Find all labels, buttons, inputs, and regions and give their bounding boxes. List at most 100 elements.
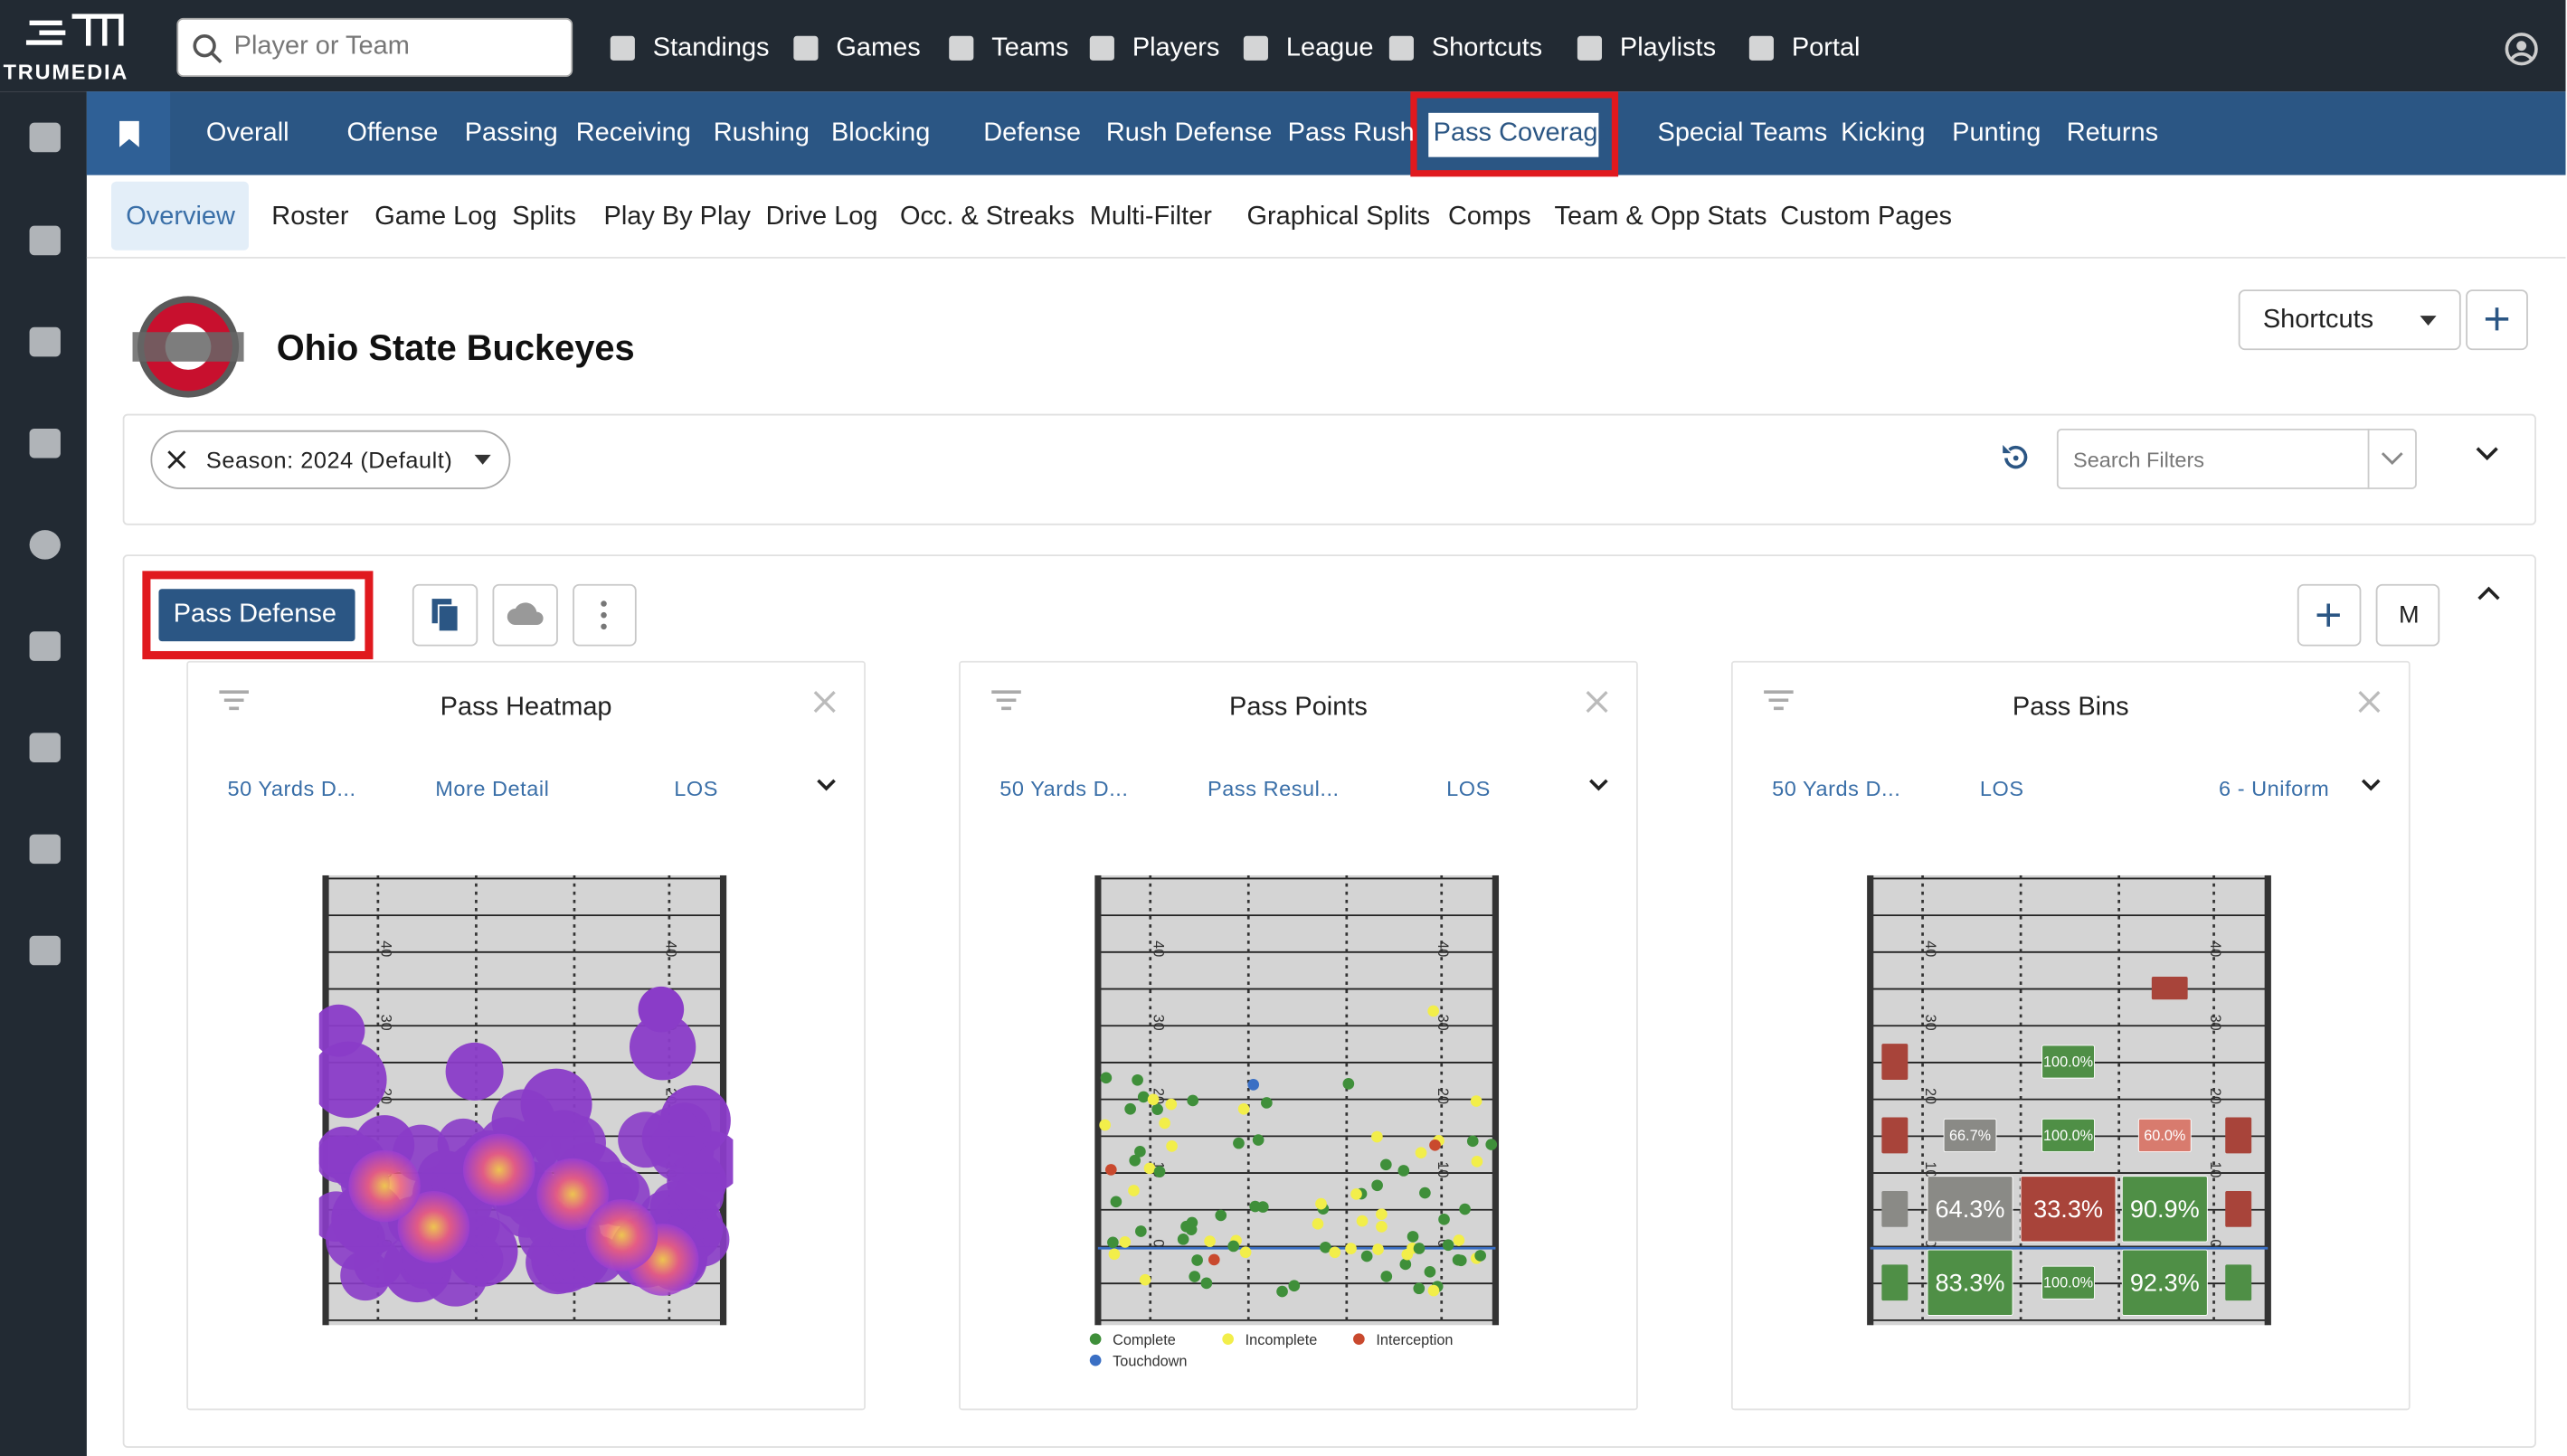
panel-option[interactable]: 50 Yards D... [227,776,356,801]
sidebar-icon[interactable] [29,122,61,153]
nav-icon [1089,35,1114,61]
chevron[interactable] [2474,445,2500,461]
tab[interactable]: Rush Defense [1105,119,1273,147]
subtab[interactable]: Custom Pages [1780,203,1953,232]
sidebar-icon[interactable] [29,834,61,865]
chevron-up[interactable] [2476,586,2502,602]
heat-spot [536,1158,609,1231]
nav-icon [1748,35,1774,61]
nav-item[interactable]: Standings [652,33,770,62]
panel-option[interactable]: 6 - Uniform [2219,776,2330,801]
tab[interactable]: Rushing [713,119,810,147]
pass-point [1342,1078,1355,1090]
tab[interactable]: Overall [205,119,289,147]
yard-label: 40 [1150,941,1166,957]
pass-point [1249,1200,1262,1213]
sidebar-icon[interactable] [29,631,61,661]
subtab[interactable]: Occ. & Streaks [899,203,1075,232]
bin [2225,1190,2252,1227]
sidebar-icon[interactable] [29,428,61,459]
nav-item[interactable]: League [1285,33,1374,62]
tab[interactable]: Passing [464,119,558,147]
panel-option[interactable]: LOS [1979,776,2024,801]
pass-point [1191,1254,1203,1266]
sidebar-icon[interactable] [29,733,61,762]
team-name: Ohio State Buckeyes [276,326,635,369]
active-tab-bg [1428,112,1599,157]
nav-item[interactable]: Playlists [1619,33,1717,62]
tab[interactable]: Pass Coverage [1433,119,1613,147]
subtab[interactable]: Team & Opp Stats [1554,203,1767,232]
tab[interactable]: Kicking [1841,119,1926,147]
user-icon[interactable] [2504,31,2540,67]
nav-item[interactable]: Players [1132,33,1220,62]
heat-blob [638,986,685,1033]
subtab[interactable]: Graphical Splits [1246,203,1431,232]
panel-option[interactable]: LOS [674,776,719,801]
pass-point [1139,1273,1151,1286]
subtab[interactable]: Drive Log [765,203,878,232]
reset-icon[interactable] [1998,440,2034,477]
nav-item[interactable]: Portal [1791,33,1861,62]
close-icon [2358,691,2381,714]
bin [2121,1176,2208,1243]
nav-item[interactable]: Games [836,33,921,62]
bin [2041,1045,2095,1079]
pass-point [1147,1093,1160,1106]
panel-option[interactable]: More Detail [435,776,550,801]
active-subtab-bg [111,181,249,251]
more-icon [601,600,607,630]
subtab[interactable]: Splits [512,203,576,232]
sidebar-icon[interactable] [29,326,61,357]
shortcuts-button[interactable] [2238,289,2461,351]
sidebar-icon[interactable] [29,225,61,256]
chip-close[interactable] [167,449,187,469]
pass-point [1471,1156,1483,1168]
sidebar-icon[interactable] [29,530,61,560]
bin-label: 100.0% [2043,1128,2093,1144]
pass-defense-button[interactable] [158,589,355,642]
legend-label: Interception [1376,1331,1454,1348]
heat-blob [318,1041,387,1119]
nav-item[interactable]: Teams [991,33,1069,62]
tab[interactable]: Pass Rush [1287,119,1415,147]
legend-swatch [1353,1333,1365,1345]
panel-title: Pass Bins [2012,694,2129,722]
subtab[interactable]: Comps [1447,203,1531,232]
panel-option[interactable]: 50 Yards D... [1772,776,1901,801]
season-chip[interactable] [150,430,511,489]
pass-point [1438,1213,1450,1225]
sidebar-icon[interactable] [29,935,61,966]
panel-option[interactable]: 50 Yards D... [999,776,1129,801]
m-button[interactable] [2375,583,2440,647]
pass-point [1442,1239,1454,1252]
search-box[interactable] [176,17,573,78]
nav-icon [1243,35,1268,61]
heat-spot [462,1133,535,1206]
bin [1927,1176,2013,1243]
tab[interactable]: Punting [1952,119,2041,147]
heat-blob [445,1042,504,1101]
panel-option[interactable]: LOS [1446,776,1491,801]
tab[interactable]: Defense [983,119,1082,147]
tab[interactable]: Returns [2066,119,2159,147]
tab[interactable]: Offense [346,119,439,147]
subtab[interactable]: Game Log [374,203,497,232]
panel-option[interactable]: Pass Resul... [1208,776,1340,801]
season-label: Season: 2024 (Default) [205,446,453,473]
nav-item[interactable]: Shortcuts [1431,33,1543,62]
chevron [817,779,836,791]
pass-point [1200,1277,1213,1290]
subtab[interactable]: Multi-Filter [1089,203,1212,232]
pass-point [1132,1073,1143,1086]
tab[interactable]: Special Teams [1657,119,1828,147]
search-filters[interactable] [2056,428,2417,489]
pass-point [1129,1154,1141,1167]
subtab[interactable]: Play By Play [603,203,751,232]
pass-point [1107,1236,1119,1249]
pass-point [1360,1250,1373,1262]
tab[interactable]: Receiving [575,119,691,147]
tab[interactable]: Blocking [830,119,931,147]
subtab[interactable]: Roster [271,203,349,232]
subtab[interactable]: Overview [126,203,235,232]
